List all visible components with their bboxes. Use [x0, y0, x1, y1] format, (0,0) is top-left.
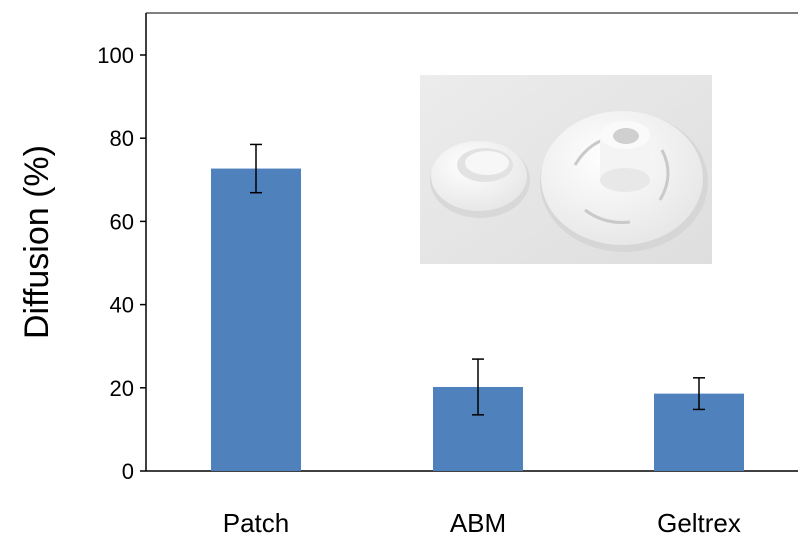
x-labels: Patch ABM Geltrex [223, 508, 741, 538]
y-ticks: 0 20 40 60 80 100 [97, 43, 146, 484]
x-tick-label-geltrex: Geltrex [657, 508, 741, 538]
x-tick-label-patch: Patch [223, 508, 290, 538]
y-tick-label: 80 [110, 126, 134, 151]
x-tick-label-abm: ABM [450, 508, 506, 538]
error-bar-geltrex [693, 377, 705, 411]
bar-patch [211, 168, 301, 471]
y-tick-label: 20 [110, 376, 134, 401]
error-bar-abm [472, 358, 484, 416]
inset-photo [420, 75, 712, 264]
y-tick-label: 60 [110, 209, 134, 234]
bars [211, 143, 744, 471]
y-tick-label: 40 [110, 293, 134, 318]
y-tick-label: 100 [97, 43, 134, 68]
error-bar-patch [250, 143, 262, 194]
y-tick-label: 0 [122, 459, 134, 484]
y-axis-title: Diffusion (%) [18, 145, 56, 339]
